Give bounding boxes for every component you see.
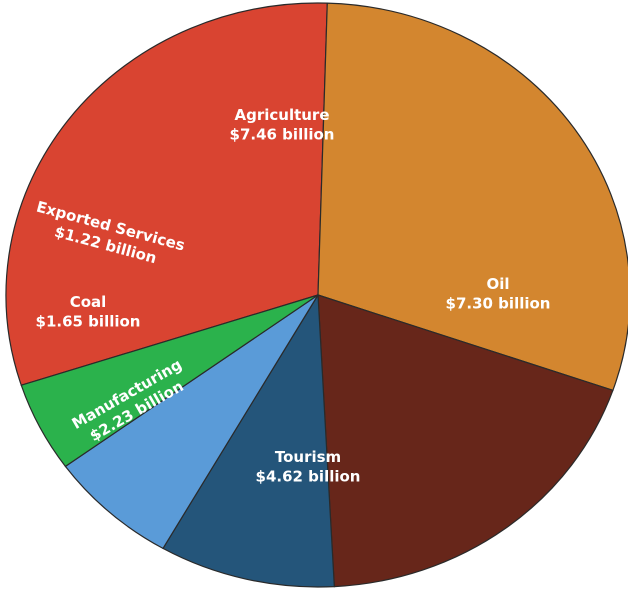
slice-value-tourism: $4.62 billion: [256, 467, 361, 485]
slice-category-oil: Oil: [486, 275, 509, 293]
slice-tourism: [317, 294, 614, 588]
slice-value-agriculture: $7.46 billion: [230, 125, 335, 143]
slice-label-agriculture: Agriculture $7.46 billion: [230, 106, 335, 144]
slice-value-oil: $7.30 billion: [446, 294, 551, 312]
slice-category-tourism: Tourism: [275, 448, 341, 466]
slice-category-coal: Coal: [70, 293, 107, 311]
slice-label-tourism: Tourism $4.62 billion: [256, 448, 361, 486]
slice-coal: [64, 294, 319, 550]
slice-agriculture: [5, 2, 328, 386]
slice-exported-services: [20, 294, 319, 468]
slices-layer: [5, 2, 628, 588]
slice-label-coal: Coal $1.65 billion: [36, 293, 141, 331]
slice-manufacturing: [162, 293, 335, 588]
slice-value-coal: $1.65 billion: [36, 312, 141, 330]
slice-oil: [317, 2, 628, 392]
slice-label-oil: Oil $7.30 billion: [446, 275, 551, 313]
slice-category-agriculture: Agriculture: [234, 106, 329, 124]
